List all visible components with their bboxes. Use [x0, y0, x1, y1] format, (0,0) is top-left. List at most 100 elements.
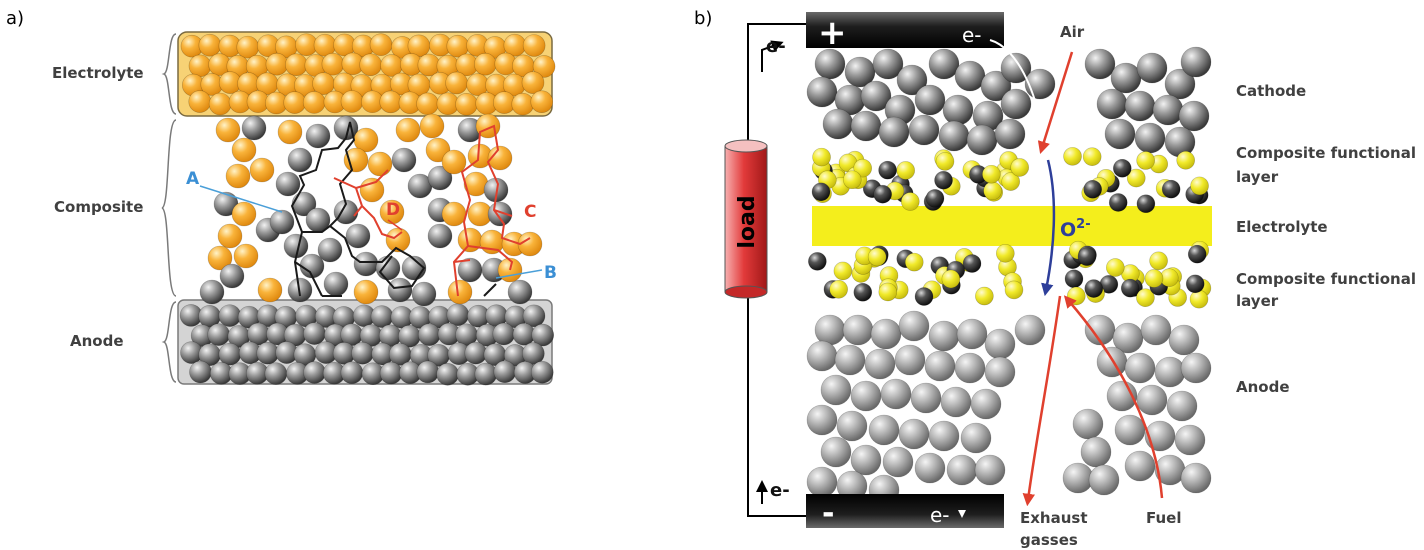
nickel-particle [391, 147, 417, 173]
electrolyte-particle [487, 145, 513, 171]
electrolyte-particle [522, 34, 546, 57]
electrolyte-particle [343, 147, 369, 173]
cathode-particle [814, 48, 846, 80]
electrolyte-particle [904, 252, 924, 272]
anode-particle [806, 404, 838, 436]
anode-brace [161, 301, 177, 383]
anode-particle [189, 360, 212, 384]
nickel-particle [1136, 194, 1156, 214]
composite-label: Composite [54, 198, 143, 216]
load-resistor: load [724, 139, 768, 299]
exhaust-label-line1: Exhaust [1020, 509, 1088, 527]
electrolyte-particle [975, 286, 994, 306]
anode-particle [340, 361, 364, 384]
anode-particle [842, 314, 874, 346]
electrolyte-b-label: Electrolyte [1236, 218, 1328, 236]
anode-particle [894, 344, 926, 376]
cathode-particle [1178, 100, 1210, 132]
electrolyte-particle [996, 244, 1015, 263]
electrolyte-particle [896, 161, 915, 180]
electrolyte-particle [447, 279, 473, 305]
anode-particle [351, 341, 374, 365]
anode-particle [1114, 414, 1146, 446]
cathode-particle [1084, 48, 1116, 80]
path-a-pointer [199, 185, 283, 213]
electrolyte-particle [1144, 269, 1164, 288]
anode-particle [1180, 462, 1212, 494]
air-label: Air [1060, 23, 1085, 41]
electrolyte-particle [829, 279, 848, 299]
fuel-label: Fuel [1146, 509, 1182, 527]
anode-particle [218, 304, 242, 327]
anode-particle [1180, 352, 1212, 384]
electrolyte-particle [521, 71, 545, 94]
path-d-label: D [386, 200, 400, 220]
nickel-particle [323, 271, 349, 297]
nickel-particle [1108, 193, 1128, 212]
electrolyte-particle [369, 33, 393, 56]
anode-particle [914, 452, 946, 484]
anode-particle [864, 348, 896, 380]
nickel-particle [1112, 158, 1132, 178]
anode-particle [1096, 346, 1128, 378]
anode-particle [207, 323, 230, 346]
cathode-particle [938, 120, 970, 152]
anode-particle [834, 344, 866, 376]
electrolyte-particle [867, 247, 887, 267]
nickel-particle [1064, 269, 1084, 289]
electron-bottom-arrow [958, 510, 966, 518]
path-b-line [483, 283, 497, 297]
electrolyte-particle [1136, 288, 1155, 307]
load-label: load [735, 195, 760, 248]
cathode-particle [942, 94, 974, 126]
path-d-pointer [387, 219, 403, 231]
nickel-particle [873, 184, 892, 204]
anode-particle [303, 361, 326, 384]
cathode-particle [896, 64, 928, 96]
nickel-particle [269, 209, 295, 235]
anode-particle [1136, 384, 1168, 416]
cathode-particle [928, 48, 960, 80]
cathode-label: Cathode [1236, 82, 1306, 100]
anode-particle [984, 356, 1016, 388]
anode-particle [910, 382, 942, 414]
anode-particle [1174, 424, 1206, 456]
cathode-particle [1000, 88, 1032, 120]
electron-top-label: e- [962, 23, 982, 47]
electrolyte-particle [941, 269, 961, 289]
plus-terminal: + [818, 13, 847, 53]
electron-path-arrow [989, 39, 1049, 155]
panel-a: a) [6, 8, 557, 386]
anode-particle [1088, 464, 1120, 496]
anode-b-label: Anode [1236, 378, 1290, 396]
electron-left-top-label: e- [766, 36, 786, 57]
electrolyte-particle [379, 90, 403, 114]
electrolyte-particle [225, 163, 251, 189]
circuit-arrow-top [761, 40, 784, 72]
composite-particles [199, 113, 543, 307]
electrolyte-particle [265, 52, 289, 76]
anode-particle [531, 323, 555, 347]
cathode-particle [1104, 118, 1136, 150]
electrolyte-particle [473, 52, 497, 76]
anode-particle [820, 374, 852, 406]
nickel-particle [853, 282, 873, 302]
cathode-particle [966, 124, 998, 156]
cathode-particle [1164, 68, 1196, 100]
anode-particle [446, 303, 470, 327]
nickel-particle [1187, 244, 1207, 264]
anode-particle [1080, 436, 1112, 468]
panel-b: b) e- e- load + - e- e- O2 [694, 8, 1416, 549]
nickel-particle [1077, 247, 1097, 266]
anode-particle [974, 454, 1006, 486]
cathode-particle [1152, 94, 1184, 126]
nickel-particle [1083, 179, 1103, 199]
electrolyte-particle [1189, 289, 1209, 309]
electrolyte-particle [982, 164, 1001, 184]
oxide-ion-label: O2- [1060, 217, 1091, 241]
electrolyte-particle [419, 113, 445, 139]
anode-particle [1062, 462, 1094, 494]
cathode-particle [1134, 122, 1166, 154]
anode-particle [836, 410, 868, 442]
nickel-particle [317, 237, 343, 263]
